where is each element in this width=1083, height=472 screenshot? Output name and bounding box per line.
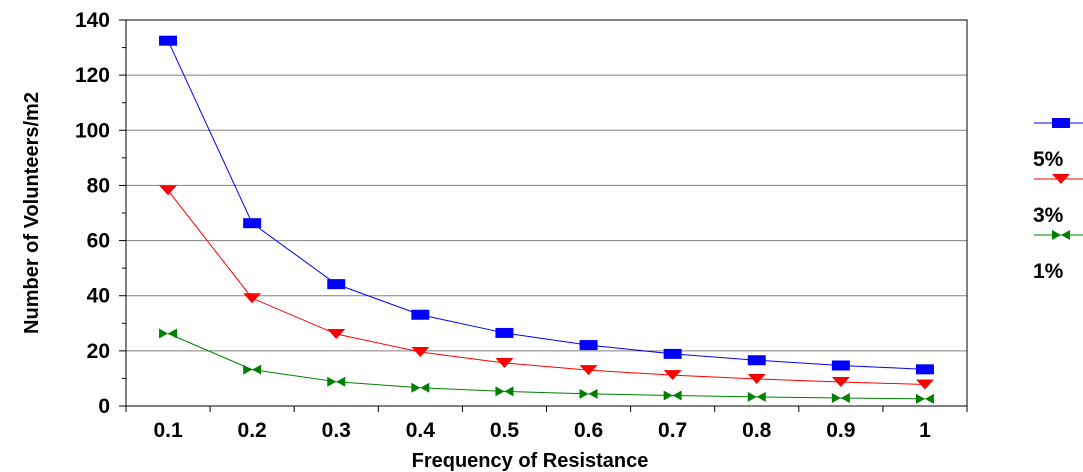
data-point — [747, 391, 766, 402]
data-point — [495, 357, 514, 368]
series-line — [167, 333, 925, 400]
data-point — [243, 218, 262, 229]
data-point — [831, 360, 850, 371]
data-point — [663, 348, 682, 359]
x-tick-label: 0.4 — [406, 419, 436, 442]
data-point — [915, 379, 934, 390]
data-point — [159, 328, 178, 339]
legend: 5% 3% 1% — [1033, 118, 1083, 283]
x-tick-label: 0.9 — [826, 419, 855, 442]
y-tick-label: 40 — [87, 285, 110, 308]
y-tick-label: 80 — [87, 174, 110, 197]
legend-marker — [1052, 118, 1070, 128]
data-point — [411, 382, 430, 393]
data-point — [747, 355, 766, 366]
data-point — [915, 364, 934, 375]
axes — [119, 19, 968, 412]
legend-label: 1% — [1033, 260, 1064, 283]
gridlines — [126, 74, 967, 352]
x-axis-title: Frequency of Resistance — [412, 450, 649, 472]
series-1 — [159, 185, 934, 390]
series-2 — [159, 328, 934, 404]
y-tick-label: 100 — [75, 119, 110, 142]
data-point — [411, 346, 430, 357]
data-point — [327, 329, 346, 340]
data-point — [411, 309, 430, 320]
data-point — [831, 377, 850, 388]
x-tick-labels: 0.1 0.2 0.3 0.4 0.5 0.6 0.7 0.8 0.9 1 — [153, 419, 931, 442]
data-point — [327, 279, 346, 290]
y-axis-title: Number of Volunteers/m2 — [21, 92, 43, 334]
legend-label: 5% — [1033, 148, 1064, 171]
x-tick-label: 0.2 — [238, 419, 267, 442]
plot-frame — [125, 19, 968, 407]
series-line — [167, 40, 925, 370]
x-tick-label: 0.3 — [322, 419, 351, 442]
data-point — [915, 393, 934, 404]
x-tick-label: 0.6 — [574, 419, 603, 442]
data-point — [579, 388, 598, 399]
data-point — [495, 327, 514, 338]
y-tick-label: 20 — [87, 340, 110, 363]
series-line — [167, 190, 925, 385]
data-point — [663, 370, 682, 381]
data-point — [831, 393, 850, 404]
data-point — [579, 340, 598, 351]
y-tick-label: 140 — [75, 9, 110, 32]
data-point — [159, 35, 178, 46]
x-tick-label: 0.7 — [658, 419, 687, 442]
series-0 — [159, 35, 934, 375]
data-point — [663, 390, 682, 401]
y-tick-labels: 0 20 40 60 80 100 120 140 — [75, 9, 110, 418]
data-point — [495, 386, 514, 397]
y-tick-label: 60 — [87, 230, 110, 253]
series-layer — [159, 35, 934, 404]
data-point — [579, 365, 598, 376]
y-tick-label: 0 — [98, 395, 110, 418]
x-tick-label: 0.8 — [742, 419, 772, 442]
legend-marker — [1052, 174, 1070, 184]
data-point — [243, 364, 262, 375]
data-point — [747, 373, 766, 384]
y-tick-label: 120 — [75, 64, 110, 87]
legend-label: 3% — [1033, 204, 1064, 227]
data-point — [159, 185, 178, 196]
x-tick-label: 0.1 — [153, 419, 183, 442]
data-point — [327, 376, 346, 387]
data-point — [243, 293, 262, 304]
x-tick-label: 0.5 — [490, 419, 520, 442]
legend-marker — [1052, 230, 1070, 240]
x-tick-label: 1 — [919, 419, 931, 442]
